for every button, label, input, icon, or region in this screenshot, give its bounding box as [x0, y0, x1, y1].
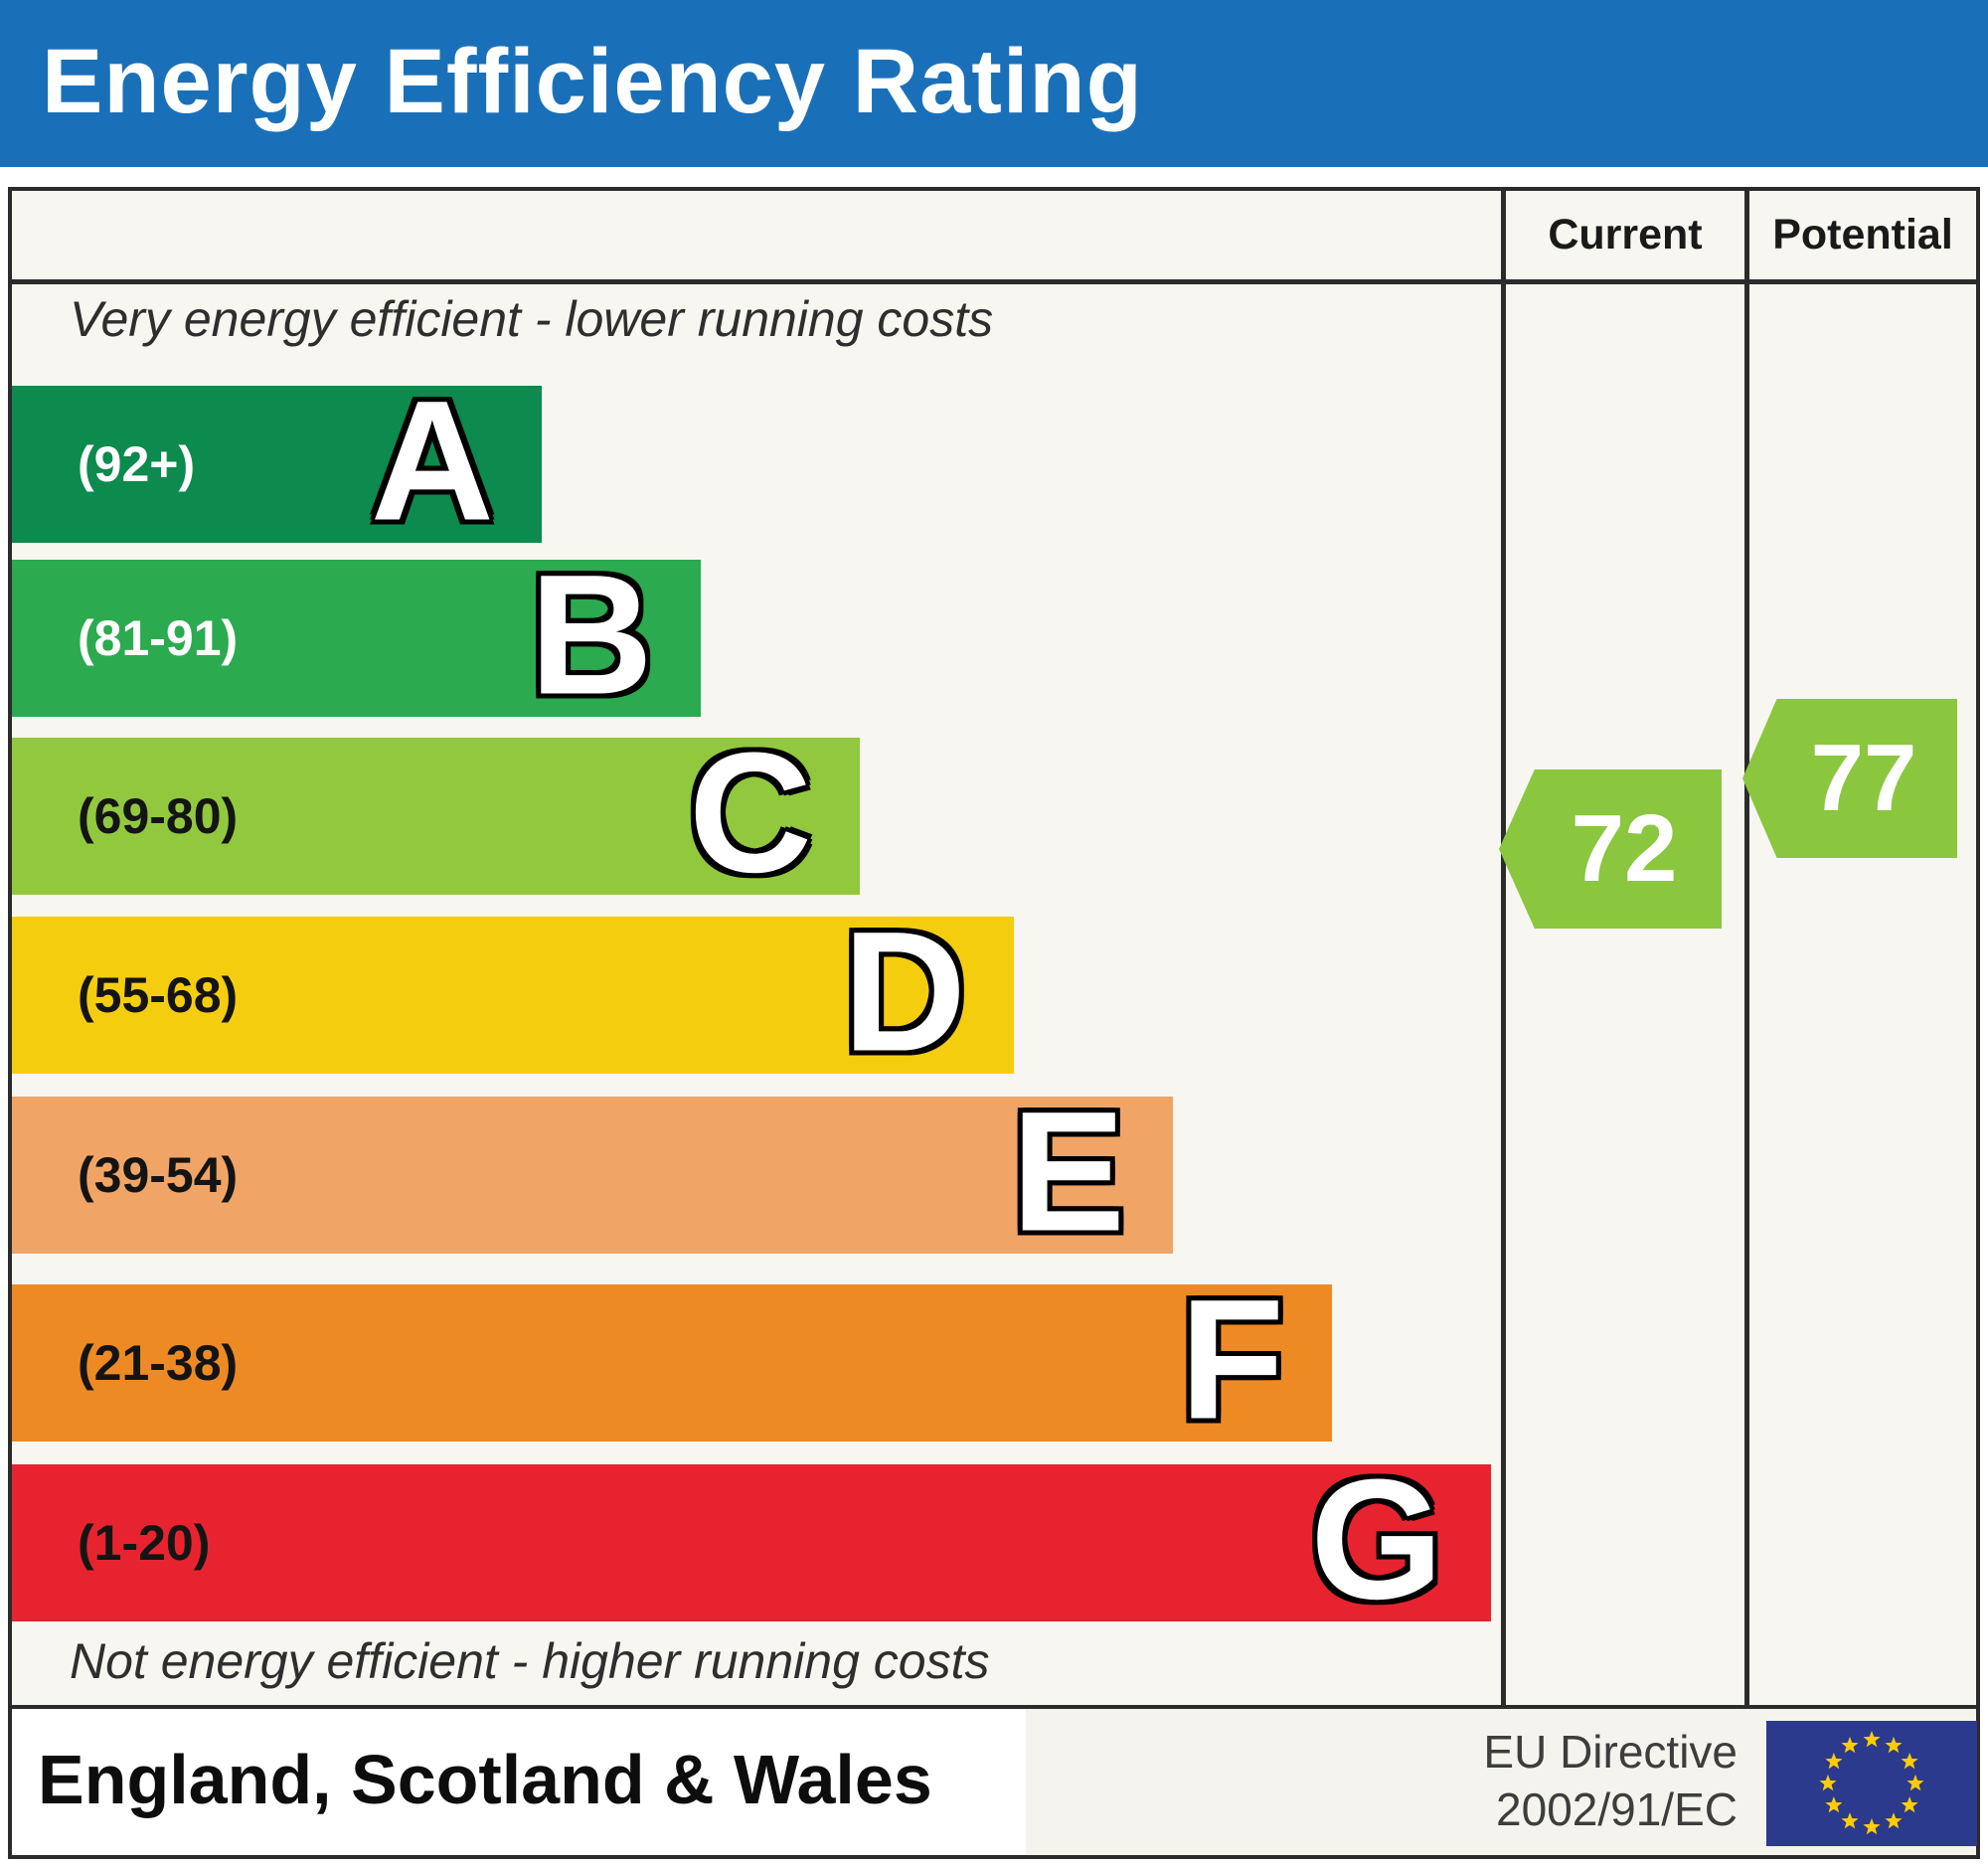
eu-directive-line2: 2002/91/EC — [1496, 1783, 1738, 1835]
band-row-d: (55-68) D — [12, 907, 1014, 1078]
band-range-label: (81-91) — [78, 610, 239, 666]
band-row-e: (39-54) E — [12, 1087, 1173, 1258]
eu-directive-line1: EU Directive — [1483, 1726, 1738, 1778]
band-letter: F — [1179, 1264, 1284, 1455]
band-range-label: (1-20) — [78, 1515, 211, 1571]
band-letter: D — [842, 896, 966, 1088]
caption-very-efficient: Very energy efficient - lower running co… — [70, 291, 994, 347]
band-letter: A — [370, 365, 494, 557]
region-label-box: England, Scotland & Wales — [12, 1709, 1026, 1855]
band-letter: E — [1011, 1076, 1125, 1268]
header-underline — [12, 279, 1976, 284]
footer: England, Scotland & Wales EU Directive 2… — [8, 1709, 1980, 1859]
title-bar: Energy Efficiency Rating — [0, 0, 1988, 167]
eu-flag-stars — [1819, 1731, 1924, 1835]
column-header-current: Current — [1548, 211, 1703, 258]
current-rating-indicator: 72 — [1499, 769, 1722, 929]
band-row-a: (92+) A — [12, 376, 542, 547]
band-row-b: (81-91) B — [12, 550, 701, 721]
band-range-label: (55-68) — [78, 967, 239, 1023]
eu-directive-label: EU Directive 2002/91/EC — [1294, 1723, 1738, 1838]
band-row-c: (69-80) C — [12, 728, 860, 899]
caption-not-efficient: Not energy efficient - higher running co… — [70, 1633, 990, 1689]
page-title: Energy Efficiency Rating — [42, 31, 1143, 132]
region-label: England, Scotland & Wales — [38, 1741, 932, 1818]
potential-rating-indicator: 77 — [1742, 699, 1957, 858]
band-range-label: (92+) — [78, 436, 196, 492]
potential-column-divider — [1744, 191, 1749, 1705]
band-letter: C — [688, 717, 812, 909]
band-letter: G — [1310, 1443, 1443, 1635]
eu-flag-icon — [1766, 1721, 1977, 1846]
column-header-potential: Potential — [1772, 211, 1953, 258]
band-range-label: (21-38) — [78, 1335, 239, 1391]
current-column-divider — [1501, 191, 1506, 1705]
band-row-g: (1-20) G — [12, 1454, 1491, 1625]
band-letter: B — [529, 539, 653, 731]
band-range-label: (69-80) — [78, 788, 239, 844]
band-row-f: (21-38) F — [12, 1274, 1332, 1445]
rating-chart: Current Potential Very energy efficient … — [8, 187, 1980, 1709]
potential-rating-value: 77 — [1810, 725, 1917, 831]
current-rating-value: 72 — [1571, 795, 1678, 902]
band-range-label: (39-54) — [78, 1147, 239, 1203]
